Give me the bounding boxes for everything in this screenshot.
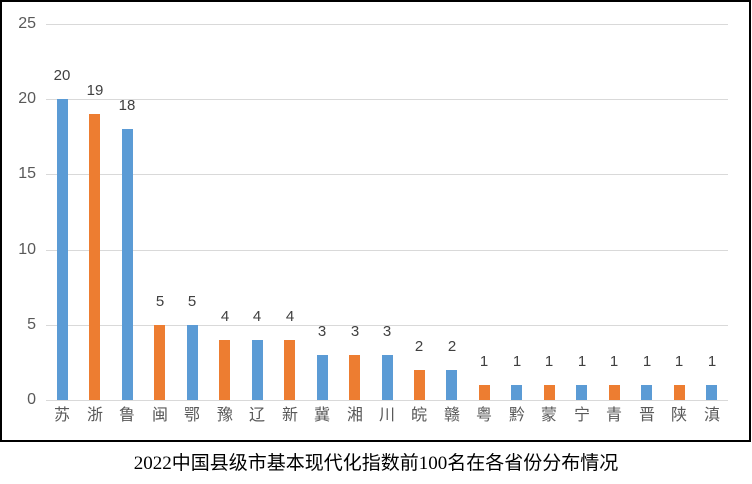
bar-value-label: 1	[544, 353, 554, 370]
gridline	[46, 400, 728, 401]
bar-晋	[641, 385, 652, 400]
y-axis-tick-label: 10	[18, 241, 36, 258]
bar-value-label: 1	[479, 353, 489, 370]
x-axis-category-label: 苏	[53, 407, 70, 424]
bar-value-label: 1	[642, 353, 652, 370]
x-axis-category-label: 赣	[443, 407, 460, 424]
bar-value-label: 1	[512, 353, 522, 370]
bar-苏	[57, 99, 68, 400]
gridline	[46, 250, 728, 251]
x-axis-category-label: 黔	[508, 407, 525, 424]
x-axis-category-label: 冀	[313, 407, 330, 424]
x-axis-category-label: 粤	[475, 407, 492, 424]
bar-鄂	[187, 325, 198, 400]
x-axis-category-label: 陕	[670, 407, 687, 424]
bar-value-label: 20	[53, 67, 71, 84]
x-axis-category-label: 辽	[248, 407, 265, 424]
x-axis-category-label: 鄂	[183, 407, 200, 424]
x-axis-category-label: 晋	[638, 407, 655, 424]
bar-蒙	[544, 385, 555, 400]
y-axis-tick-label: 25	[18, 15, 36, 32]
bar-value-label: 4	[285, 308, 295, 325]
x-axis-category-label: 豫	[216, 407, 233, 424]
bar-豫	[219, 340, 230, 400]
x-axis-category-label: 川	[378, 407, 395, 424]
bar-value-label: 2	[447, 338, 457, 355]
bar-赣	[446, 370, 457, 400]
bar-新	[284, 340, 295, 400]
x-axis-category-label: 浙	[86, 407, 103, 424]
bar-陕	[674, 385, 685, 400]
bar-value-label: 19	[86, 82, 104, 99]
bar-鲁	[122, 129, 133, 400]
bar-滇	[706, 385, 717, 400]
x-axis-category-label: 宁	[573, 407, 590, 424]
bar-粤	[479, 385, 490, 400]
bar-value-label: 18	[118, 97, 136, 114]
bar-value-label: 2	[414, 338, 424, 355]
bar-value-label: 1	[609, 353, 619, 370]
gridline	[46, 325, 728, 326]
bar-value-label: 1	[577, 353, 587, 370]
x-axis-category-label: 滇	[703, 407, 720, 424]
bar-川	[382, 355, 393, 400]
bar-辽	[252, 340, 263, 400]
x-axis-category-label: 青	[605, 407, 622, 424]
bar-青	[609, 385, 620, 400]
bar-皖	[414, 370, 425, 400]
gridline	[46, 99, 728, 100]
x-axis-category-label: 鲁	[118, 407, 135, 424]
y-axis-tick-label: 0	[27, 391, 36, 408]
bar-value-label: 3	[317, 323, 327, 340]
bar-value-label: 1	[674, 353, 684, 370]
y-axis-tick-label: 15	[18, 165, 36, 182]
x-axis-category-label: 湘	[346, 407, 363, 424]
bar-value-label: 3	[350, 323, 360, 340]
x-axis-category-label: 皖	[410, 407, 427, 424]
bar-value-label: 5	[187, 293, 197, 310]
bar-value-label: 3	[382, 323, 392, 340]
bar-value-label: 5	[155, 293, 165, 310]
chart-title: 2022中国县级市基本现代化指数前100名在各省份分布情况	[133, 453, 619, 474]
bar-value-label: 1	[707, 353, 717, 370]
gridline	[46, 24, 728, 25]
x-axis-category-label: 蒙	[540, 407, 557, 424]
x-axis-category-label: 新	[281, 407, 298, 424]
bar-黔	[511, 385, 522, 400]
y-axis-tick-label: 20	[18, 90, 36, 107]
bar-value-label: 4	[220, 308, 230, 325]
bar-value-label: 4	[252, 308, 262, 325]
gridline	[46, 174, 728, 175]
bar-闽	[154, 325, 165, 400]
bar-冀	[317, 355, 328, 400]
chart-frame	[0, 0, 751, 442]
bar-湘	[349, 355, 360, 400]
x-axis-category-label: 闽	[151, 407, 168, 424]
y-axis-tick-label: 5	[27, 316, 36, 333]
bar-宁	[576, 385, 587, 400]
bar-浙	[89, 114, 100, 400]
